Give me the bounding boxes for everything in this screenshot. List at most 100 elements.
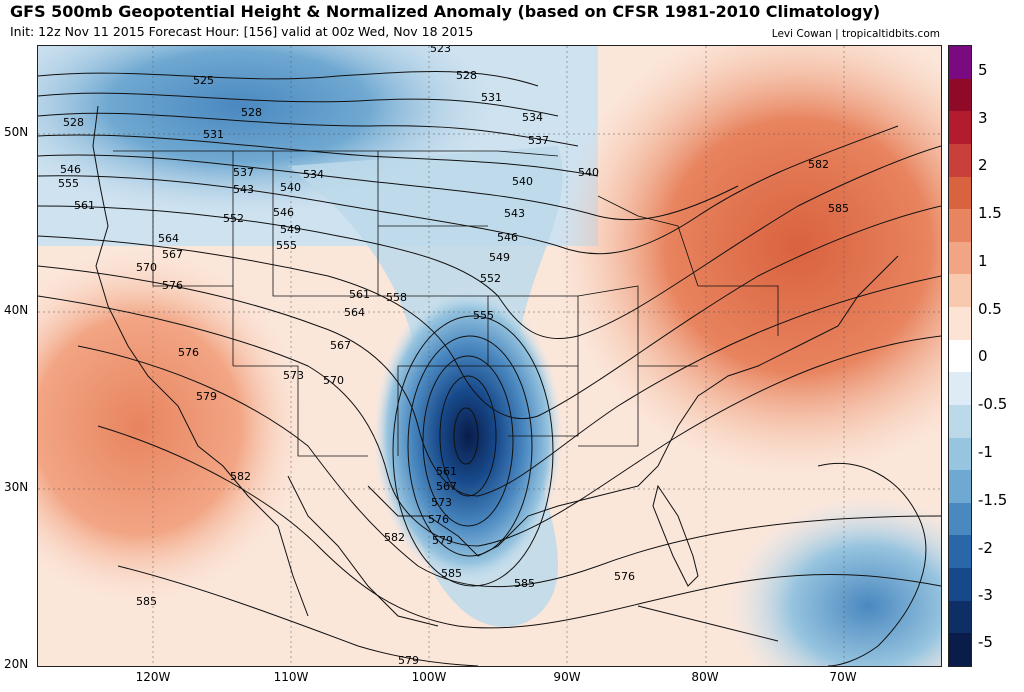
lon-label-70w: 70W bbox=[829, 670, 857, 684]
anomaly-colorbar bbox=[948, 45, 972, 667]
lon-label-110w: 110W bbox=[273, 670, 309, 684]
colorbar-label: 0 bbox=[978, 347, 988, 365]
colorbar-segment bbox=[949, 404, 971, 439]
contour-label: 582 bbox=[384, 531, 405, 544]
contour-label: 528 bbox=[456, 69, 477, 82]
colorbar-label: -1 bbox=[978, 443, 993, 461]
contour-label: 555 bbox=[58, 177, 79, 190]
colorbar-segment bbox=[949, 274, 971, 308]
height-contours bbox=[38, 71, 941, 666]
contour-label: 543 bbox=[233, 183, 254, 196]
colorbar-segment bbox=[949, 176, 971, 210]
contour-label: 549 bbox=[280, 223, 301, 236]
anomaly-atlantic-low bbox=[728, 496, 941, 666]
contour-label: 576 bbox=[178, 346, 199, 359]
contour-label: 540 bbox=[578, 166, 599, 179]
contour-label: 567 bbox=[436, 480, 457, 493]
contour-label: 534 bbox=[303, 168, 324, 181]
anomaly-west-high bbox=[38, 246, 308, 606]
contour-label: 528 bbox=[63, 116, 84, 129]
contour-label: 531 bbox=[203, 128, 224, 141]
colorbar-label: 1.5 bbox=[978, 204, 1002, 222]
colorbar-label: 5 bbox=[978, 61, 988, 79]
anomaly-northeast-high bbox=[558, 46, 941, 476]
contour-label: 585 bbox=[441, 567, 462, 580]
lat-label-30n: 30N bbox=[4, 480, 29, 494]
anomaly-southern-plains-low bbox=[373, 286, 563, 586]
contour-label: 576 bbox=[162, 279, 183, 292]
contour-label: 564 bbox=[158, 232, 179, 245]
colorbar-segment bbox=[949, 46, 971, 80]
colorbar-segment bbox=[949, 600, 971, 634]
lon-label-90w: 90W bbox=[553, 670, 581, 684]
colorbar-label: -5 bbox=[978, 633, 993, 651]
contour-label: 546 bbox=[273, 206, 294, 219]
contour-label: 534 bbox=[522, 111, 543, 124]
credit-text: Levi Cowan | tropicaltidbits.com bbox=[771, 28, 940, 40]
contour-label: 523 bbox=[430, 46, 451, 55]
colorbar-segment bbox=[949, 568, 971, 602]
colorbar-segment bbox=[949, 78, 971, 112]
lon-label-80w: 80W bbox=[691, 670, 719, 684]
contour-label: 570 bbox=[136, 261, 157, 274]
colorbar-label: -2 bbox=[978, 539, 993, 557]
contour-label: 525 bbox=[193, 74, 214, 87]
contour-label: 570 bbox=[323, 374, 344, 387]
contour-label: 552 bbox=[223, 212, 244, 225]
contour-label: 546 bbox=[60, 163, 81, 176]
contour-label: 561 bbox=[74, 199, 95, 212]
contour-label: 582 bbox=[230, 470, 251, 483]
colorbar-label: -1.5 bbox=[978, 491, 1008, 509]
contour-label: 555 bbox=[473, 309, 494, 322]
contour-label: 579 bbox=[398, 654, 419, 666]
contour-label: 549 bbox=[489, 251, 510, 264]
contour-label: 582 bbox=[808, 158, 829, 171]
contour-label: 537 bbox=[528, 134, 549, 147]
lat-label-40n: 40N bbox=[4, 303, 29, 317]
contour-label: 543 bbox=[504, 207, 525, 220]
contour-label: 567 bbox=[162, 248, 183, 261]
contour-label: 573 bbox=[283, 369, 304, 382]
colorbar-segment bbox=[949, 143, 971, 178]
contour-label: 555 bbox=[276, 239, 297, 252]
chart-subtitle: Init: 12z Nov 11 2015 Forecast Hour: [15… bbox=[10, 24, 474, 39]
contour-label: 585 bbox=[828, 202, 849, 215]
contour-label: 576 bbox=[614, 570, 635, 583]
lat-label-20n: 20N bbox=[4, 657, 29, 671]
lon-label-100w: 100W bbox=[411, 670, 447, 684]
contour-labels: 525 528 528 531 534 537 540 543 546 549 … bbox=[58, 46, 849, 666]
contour-label: 576 bbox=[428, 513, 449, 526]
colorbar-label: 3 bbox=[978, 109, 988, 127]
anomaly-map: 525 528 528 531 534 537 540 543 546 549 … bbox=[38, 46, 941, 666]
colorbar-label: 1 bbox=[978, 252, 988, 270]
colorbar-label: 2 bbox=[978, 156, 988, 174]
colorbar-segment bbox=[949, 470, 971, 504]
contour-label: 558 bbox=[386, 291, 407, 304]
colorbar-label: -0.5 bbox=[978, 395, 1008, 413]
chart-title: GFS 500mb Geopotential Height & Normaliz… bbox=[10, 2, 881, 21]
colorbar-segment bbox=[949, 339, 971, 373]
contour-label: 579 bbox=[196, 390, 217, 403]
colorbar-segment bbox=[949, 437, 971, 471]
contour-label: 540 bbox=[280, 181, 301, 194]
coastlines bbox=[92, 105, 899, 642]
contour-label: 561 bbox=[436, 465, 457, 478]
contour-label: 564 bbox=[344, 306, 365, 319]
contour-label: 537 bbox=[233, 166, 254, 179]
colorbar-segment bbox=[949, 502, 971, 536]
colorbar-segment bbox=[949, 307, 971, 341]
lon-label-120w: 120W bbox=[135, 670, 171, 684]
colorbar-segment bbox=[949, 535, 971, 569]
contour-label: 579 bbox=[432, 534, 453, 547]
contour-label: 585 bbox=[136, 595, 157, 608]
contour-label: 561 bbox=[349, 288, 370, 301]
contour-label: 573 bbox=[431, 496, 452, 509]
contour-label: 540 bbox=[512, 175, 533, 188]
contour-label: 585 bbox=[514, 577, 535, 590]
colorbar-segment bbox=[949, 111, 971, 145]
colorbar-label: 0.5 bbox=[978, 300, 1002, 318]
colorbar-segment bbox=[949, 209, 971, 243]
colorbar-segment bbox=[949, 372, 971, 406]
contour-label: 531 bbox=[481, 91, 502, 104]
colorbar-label: -3 bbox=[978, 586, 993, 604]
